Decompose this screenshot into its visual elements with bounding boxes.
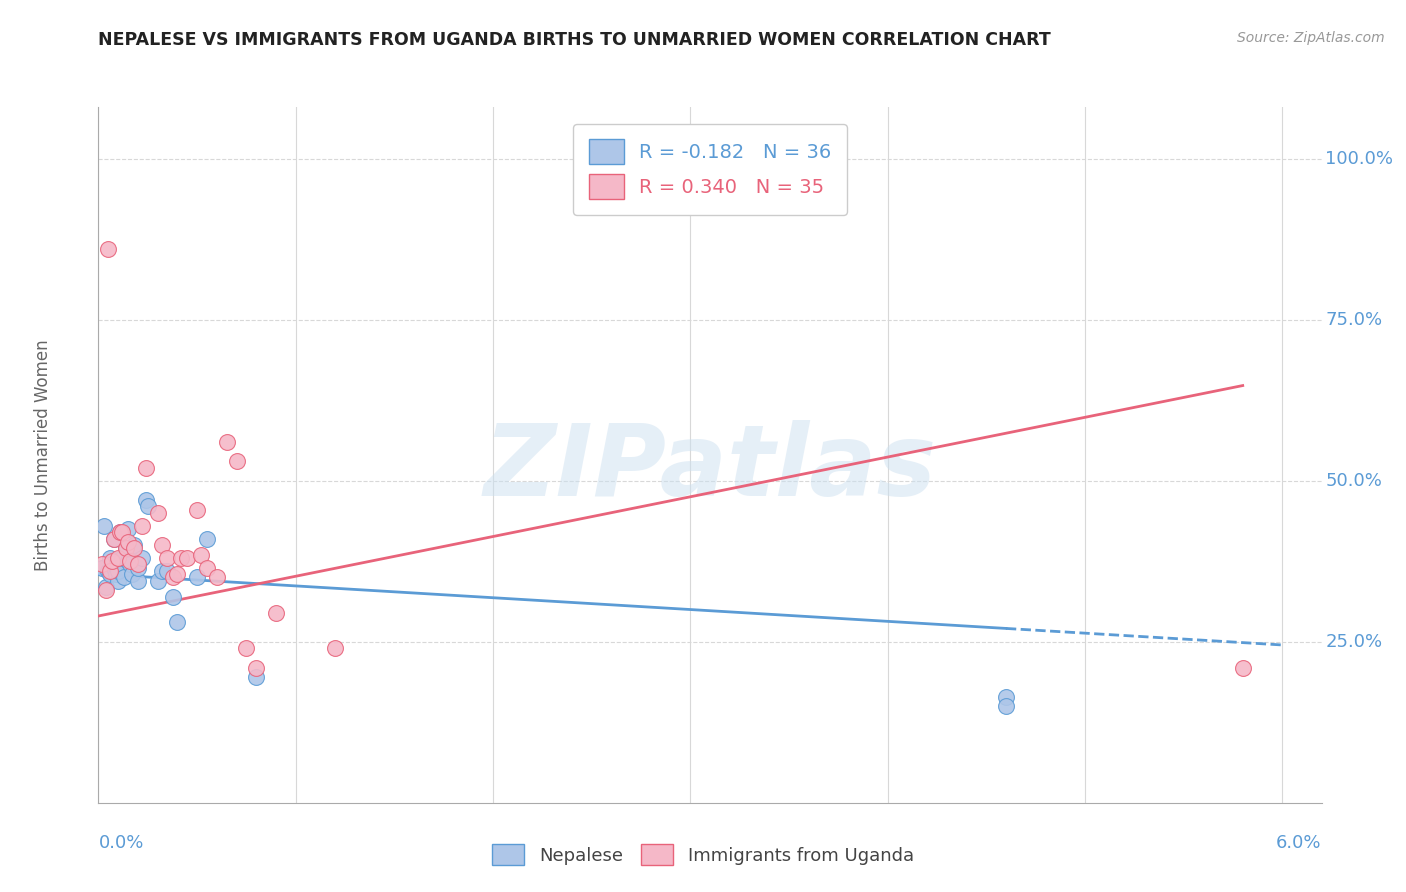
Point (245, 670, 267, 684)
Point (118, 558, 141, 572)
Point (170, 551, 193, 566)
Point (245, 660, 267, 674)
Point (107, 551, 129, 566)
Point (108, 525, 131, 540)
Point (166, 567, 188, 582)
Text: 50.0%: 50.0% (1326, 472, 1382, 490)
Point (1232, 660, 1254, 674)
Point (117, 534, 139, 549)
Text: Births to Unmarried Women: Births to Unmarried Women (34, 339, 52, 571)
Point (190, 548, 212, 562)
Text: Source: ZipAtlas.com: Source: ZipAtlas.com (1237, 31, 1385, 45)
Point (205, 570, 228, 584)
Point (112, 570, 135, 584)
Point (103, 532, 125, 546)
Point (131, 551, 153, 566)
Point (131, 518, 153, 533)
Point (235, 641, 257, 656)
Point (96, 580, 118, 594)
Point (127, 574, 149, 588)
Point (225, 454, 247, 468)
Point (150, 538, 173, 552)
Point (127, 560, 149, 574)
Point (91, 560, 114, 574)
Point (150, 564, 173, 578)
Text: NEPALESE VS IMMIGRANTS FROM UGANDA BIRTHS TO UNMARRIED WOMEN CORRELATION CHART: NEPALESE VS IMMIGRANTS FROM UGANDA BIRTH… (98, 31, 1052, 49)
Point (195, 560, 218, 574)
Text: 100.0%: 100.0% (1326, 150, 1393, 168)
Point (122, 541, 145, 556)
Point (105, 567, 128, 582)
Point (162, 570, 184, 584)
Point (117, 522, 139, 536)
Point (264, 606, 287, 620)
Point (98, 564, 121, 578)
Point (127, 558, 149, 572)
Text: 0.0%: 0.0% (98, 834, 143, 852)
Point (117, 554, 139, 568)
Point (97, 242, 120, 256)
Point (146, 574, 169, 588)
Text: 25.0%: 25.0% (1326, 632, 1382, 651)
Point (103, 560, 125, 574)
Point (107, 574, 129, 588)
Legend: R = -0.182   N = 36, R = 0.340   N = 35: R = -0.182 N = 36, R = 0.340 N = 35 (574, 124, 846, 214)
Point (135, 493, 157, 508)
Text: ZIPatlas: ZIPatlas (484, 420, 936, 517)
Point (98, 567, 121, 582)
Point (195, 532, 218, 546)
Point (156, 564, 179, 578)
Text: 75.0%: 75.0% (1326, 310, 1382, 328)
Point (91, 558, 114, 572)
Point (111, 551, 134, 566)
Point (93, 518, 115, 533)
Point (186, 502, 208, 516)
Point (115, 541, 138, 556)
Point (101, 558, 124, 572)
Point (121, 567, 143, 582)
Point (994, 690, 1017, 704)
Legend: Nepalese, Immigrants from Uganda: Nepalese, Immigrants from Uganda (482, 835, 924, 874)
Point (98, 551, 121, 566)
Point (215, 435, 238, 450)
Point (166, 615, 188, 630)
Point (323, 641, 346, 656)
Point (115, 541, 138, 556)
Point (101, 554, 124, 568)
Point (135, 460, 157, 475)
Point (111, 525, 134, 540)
Point (162, 590, 184, 604)
Point (136, 500, 159, 514)
Point (103, 532, 125, 546)
Point (118, 554, 141, 568)
Point (108, 525, 131, 540)
Point (156, 551, 179, 566)
Point (97, 564, 120, 578)
Point (146, 506, 169, 520)
Point (994, 699, 1017, 714)
Point (107, 564, 129, 578)
Point (122, 538, 145, 552)
Text: 6.0%: 6.0% (1277, 834, 1322, 852)
Point (176, 551, 198, 566)
Point (96, 583, 118, 598)
Point (186, 570, 208, 584)
